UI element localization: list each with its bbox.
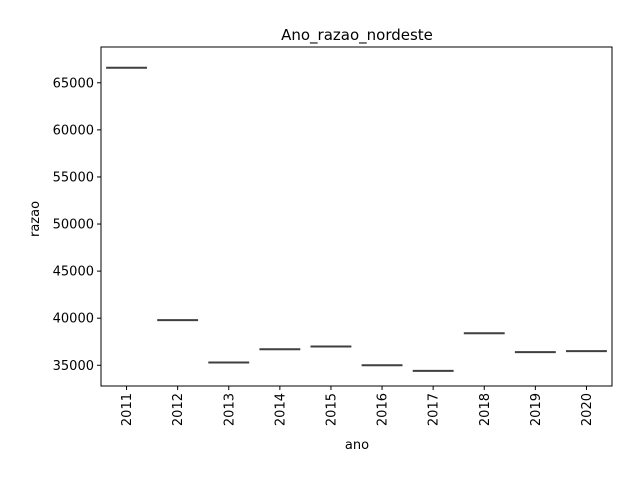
- x-tick-label: 2015: [324, 393, 339, 426]
- x-tick-label: 2011: [120, 393, 135, 426]
- x-tick-label: 2016: [376, 393, 391, 426]
- axes-frame: [100, 46, 613, 387]
- y-tick-label: 55000: [53, 170, 94, 185]
- y-axis: 35000 40000 45000 50000 55000 60000 65000: [53, 76, 101, 374]
- y-tick-label: 35000: [53, 359, 94, 374]
- x-tick-label: 2017: [427, 393, 442, 426]
- plot-area: [106, 66, 607, 372]
- x-tick-label: 2018: [478, 393, 493, 426]
- y-tick-label: 45000: [53, 265, 94, 280]
- x-tick-label: 2014: [273, 393, 288, 426]
- x-tick-label: 2019: [529, 393, 544, 426]
- y-axis-title: razao: [28, 201, 43, 237]
- x-axis: 2011 2012 2013 2014 2015 2016 2017 2018 2019 2020: [120, 386, 595, 426]
- y-tick-label: 65000: [53, 76, 94, 91]
- y-tick-label: 50000: [53, 218, 94, 233]
- x-tick-label: 2013: [222, 393, 237, 426]
- y-tick-label: 40000: [53, 312, 94, 327]
- x-axis-title: ano: [345, 438, 369, 453]
- x-tick-label: 2020: [580, 393, 595, 426]
- chart-title: Ano_razao_nordeste: [281, 26, 433, 45]
- y-tick-label: 60000: [53, 123, 94, 138]
- x-tick-label: 2012: [171, 393, 186, 426]
